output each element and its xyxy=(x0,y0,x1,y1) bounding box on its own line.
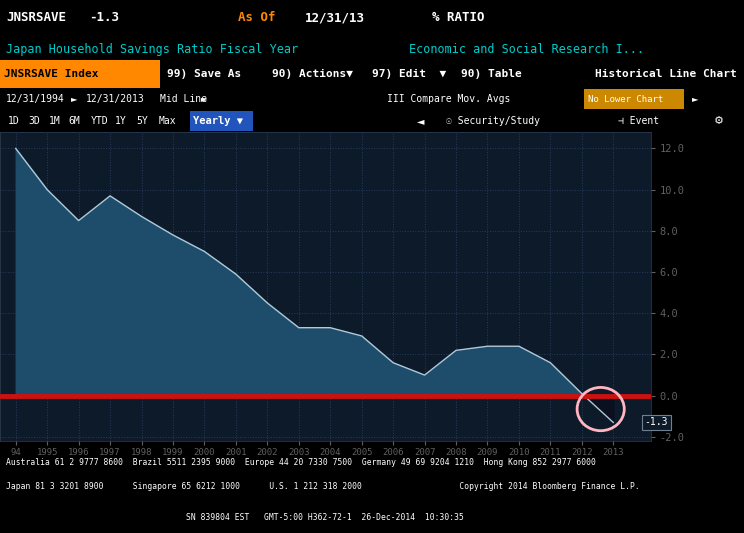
Text: Historical Line Chart: Historical Line Chart xyxy=(595,69,737,79)
Text: 90) Actions▼: 90) Actions▼ xyxy=(272,69,353,79)
Text: Mid Line: Mid Line xyxy=(160,94,207,104)
Text: Japan 81 3 3201 8900      Singapore 65 6212 1000      U.S. 1 212 318 2000       : Japan 81 3 3201 8900 Singapore 65 6212 1… xyxy=(6,482,640,491)
Text: ⚙: ⚙ xyxy=(714,116,724,126)
Text: -1.3: -1.3 xyxy=(89,11,119,24)
Text: Japan Household Savings Ratio Fiscal Year: Japan Household Savings Ratio Fiscal Yea… xyxy=(6,43,298,56)
Text: Australia 61 2 9777 8600  Brazil 5511 2395 9000  Europe 44 20 7330 7500  Germany: Australia 61 2 9777 8600 Brazil 5511 239… xyxy=(6,457,596,466)
Text: Economic and Social Research I...: Economic and Social Research I... xyxy=(409,43,644,56)
Text: 1M: 1M xyxy=(48,116,60,126)
Text: YTD: YTD xyxy=(91,116,109,126)
Text: ►: ► xyxy=(201,94,208,103)
Text: ⊣ Event: ⊣ Event xyxy=(618,116,658,126)
Text: 97) Edit  ▼: 97) Edit ▼ xyxy=(372,69,446,79)
Text: ►: ► xyxy=(692,94,699,103)
Text: JNSRSAVE: JNSRSAVE xyxy=(6,11,66,24)
Bar xyxy=(0,60,160,88)
Text: III Compare Mov. Avgs: III Compare Mov. Avgs xyxy=(387,94,510,104)
Text: ◄: ◄ xyxy=(417,116,424,126)
Text: Yearly ▼: Yearly ▼ xyxy=(193,116,243,126)
Text: 3D: 3D xyxy=(28,116,40,126)
Text: Max: Max xyxy=(158,116,176,126)
Text: -1.3: -1.3 xyxy=(645,417,668,427)
Bar xyxy=(190,111,253,131)
Text: 12/31/1994: 12/31/1994 xyxy=(6,94,65,104)
Text: 90) Table: 90) Table xyxy=(461,69,522,79)
Text: 5Y: 5Y xyxy=(136,116,148,126)
Text: 12/31/13: 12/31/13 xyxy=(305,11,365,24)
Text: JNSRSAVE Index: JNSRSAVE Index xyxy=(4,69,98,79)
Text: 1Y: 1Y xyxy=(115,116,127,126)
Text: No Lower Chart: No Lower Chart xyxy=(588,94,663,103)
Text: % RATIO: % RATIO xyxy=(432,11,484,24)
Text: ►: ► xyxy=(71,94,77,103)
Text: 99) Save As: 99) Save As xyxy=(167,69,242,79)
Text: ☉ Security/Study: ☉ Security/Study xyxy=(446,116,540,126)
Text: 1D: 1D xyxy=(7,116,19,126)
Text: 6M: 6M xyxy=(68,116,80,126)
Text: 12/31/2013: 12/31/2013 xyxy=(86,94,144,104)
Text: As Of: As Of xyxy=(238,11,275,24)
Bar xyxy=(584,89,684,109)
Text: SN 839804 EST   GMT-5:00 H362-72-1  26-Dec-2014  10:30:35: SN 839804 EST GMT-5:00 H362-72-1 26-Dec-… xyxy=(186,513,464,522)
